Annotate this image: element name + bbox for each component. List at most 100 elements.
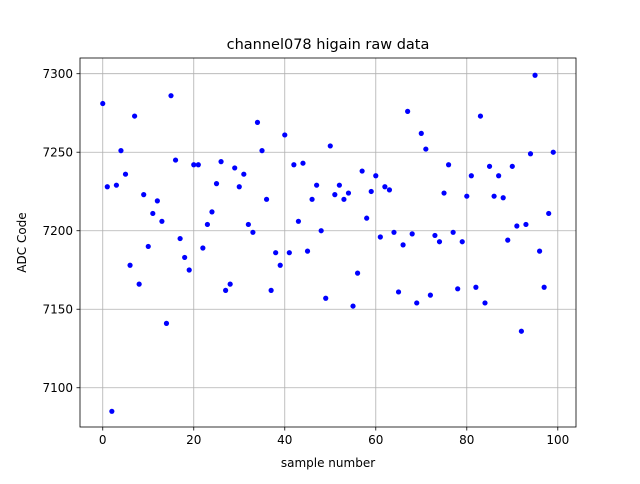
y-axis-ticks: 7100 7150 7200 7250 7300 (42, 67, 80, 395)
data-point (450, 229, 456, 235)
data-point (259, 148, 265, 154)
y-tick-label: 7150 (42, 303, 73, 317)
y-tick-label: 7300 (42, 67, 73, 81)
data-point (436, 239, 443, 245)
data-point (136, 281, 142, 287)
data-point (177, 235, 183, 242)
data-point (236, 184, 242, 190)
data-point (232, 165, 238, 171)
data-point (336, 182, 342, 188)
data-point (468, 173, 474, 179)
data-point (386, 187, 393, 193)
data-point (277, 262, 283, 268)
data-point (359, 168, 365, 174)
data-point (505, 237, 511, 243)
data-point (350, 303, 356, 309)
x-tick-label: 100 (546, 433, 569, 447)
data-point (323, 295, 329, 301)
data-point (318, 228, 324, 234)
data-point (168, 93, 174, 99)
data-point (213, 181, 220, 187)
data-point (477, 113, 484, 119)
data-point (113, 182, 120, 188)
data-point (263, 196, 270, 202)
data-point (473, 284, 479, 290)
data-point (455, 286, 461, 292)
data-point (163, 320, 170, 326)
data-point (132, 113, 138, 119)
chart-title: channel078 higain raw data (227, 37, 430, 53)
data-point (250, 229, 256, 235)
data-point (423, 146, 429, 152)
data-point (541, 284, 547, 290)
data-point (445, 162, 452, 168)
data-point (200, 245, 206, 251)
data-point (291, 162, 297, 168)
data-point (218, 159, 224, 165)
data-point (500, 195, 506, 201)
data-point (141, 192, 147, 198)
data-point (459, 239, 465, 245)
grid-lines (80, 58, 576, 427)
data-point (286, 250, 292, 256)
data-point (364, 215, 370, 221)
data-point (154, 198, 160, 204)
data-points (100, 72, 556, 414)
data-point (400, 242, 406, 248)
data-point (100, 100, 106, 107)
data-point (514, 223, 520, 229)
x-tick-label: 60 (368, 433, 383, 447)
data-point (409, 231, 415, 237)
data-point (527, 151, 534, 157)
data-point (159, 218, 165, 224)
data-point (391, 229, 397, 235)
data-point (186, 267, 192, 273)
data-point (546, 210, 552, 217)
data-point (509, 163, 515, 169)
data-point (195, 162, 201, 168)
data-point (427, 292, 433, 298)
data-point (104, 184, 110, 190)
data-point (354, 270, 361, 276)
data-point (191, 162, 197, 168)
data-point (486, 163, 493, 169)
data-point (209, 209, 215, 215)
data-point (245, 221, 251, 228)
data-point (395, 289, 402, 295)
x-tick-label: 20 (186, 433, 201, 447)
x-tick-label: 40 (277, 433, 292, 447)
data-point (273, 250, 279, 256)
data-point (418, 130, 424, 136)
data-point (241, 171, 247, 177)
data-point (523, 221, 529, 228)
data-point (282, 132, 288, 138)
y-tick-label: 7200 (42, 224, 73, 238)
data-point (441, 190, 447, 196)
y-axis-label: ADC Code (15, 212, 29, 272)
data-point (268, 287, 274, 293)
data-point (127, 262, 133, 268)
data-point (227, 281, 233, 287)
x-tick-label: 80 (459, 433, 474, 447)
x-axis-ticks: 0 20 40 60 80 100 (99, 427, 569, 447)
y-tick-label: 7250 (42, 146, 73, 160)
data-point (518, 328, 524, 334)
data-point (314, 182, 320, 188)
x-axis-label: sample number (281, 456, 375, 470)
data-point (532, 72, 538, 78)
data-point (204, 221, 211, 228)
data-point (150, 210, 156, 217)
data-point (332, 192, 338, 198)
plot-frame (79, 57, 577, 428)
data-point (122, 171, 129, 177)
data-point (295, 218, 302, 224)
data-point (414, 300, 420, 306)
data-point (536, 248, 543, 254)
data-point (172, 157, 179, 163)
data-point (432, 232, 438, 239)
data-point (482, 300, 488, 306)
data-point (327, 143, 333, 149)
x-tick-label: 0 (99, 433, 107, 447)
